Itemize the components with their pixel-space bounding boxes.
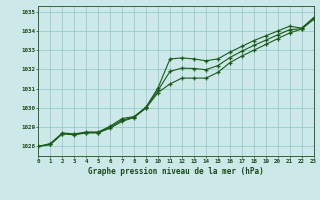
X-axis label: Graphe pression niveau de la mer (hPa): Graphe pression niveau de la mer (hPa) [88,167,264,176]
